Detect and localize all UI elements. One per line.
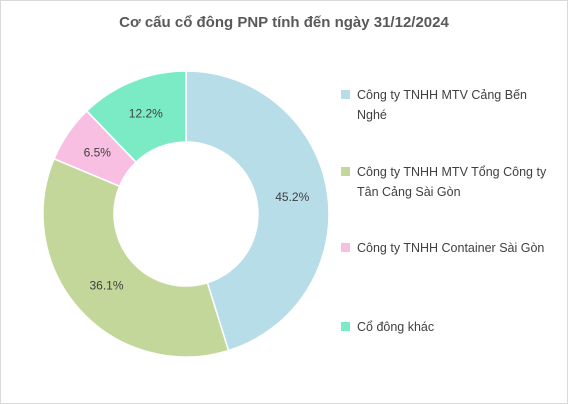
legend-item: Công ty TNHH Container Sài Gòn bbox=[341, 238, 556, 258]
legend-item: Công ty TNHH MTV Cảng Bến Nghé bbox=[341, 85, 556, 125]
legend-item: Cổ đông khác bbox=[341, 317, 556, 337]
legend-label: Công ty TNHH Container Sài Gòn bbox=[357, 241, 545, 255]
data-label: 12.2% bbox=[129, 106, 163, 120]
legend-swatch bbox=[341, 322, 350, 331]
donut-slice bbox=[42, 157, 230, 358]
chart-title: Cơ cấu cổ đông PNP tính đến ngày 31/12/2… bbox=[119, 14, 449, 31]
legend-item: Công ty TNHH MTV Tổng Công ty Tân Cảng S… bbox=[341, 162, 556, 202]
legend-label: Công ty TNHH MTV Tổng Công ty Tân Cảng S… bbox=[357, 165, 547, 199]
legend-label: Công ty TNHH MTV Cảng Bến Nghé bbox=[357, 88, 527, 122]
legend-swatch bbox=[341, 243, 350, 252]
data-label: 36.1% bbox=[89, 279, 123, 293]
legend-swatch bbox=[341, 167, 350, 176]
data-label: 6.5% bbox=[84, 145, 112, 159]
donut-slice bbox=[85, 70, 187, 164]
data-label: 45.2% bbox=[275, 190, 309, 204]
legend-swatch bbox=[341, 90, 350, 99]
legend-label: Cổ đông khác bbox=[357, 320, 435, 334]
donut-slice bbox=[185, 70, 330, 352]
